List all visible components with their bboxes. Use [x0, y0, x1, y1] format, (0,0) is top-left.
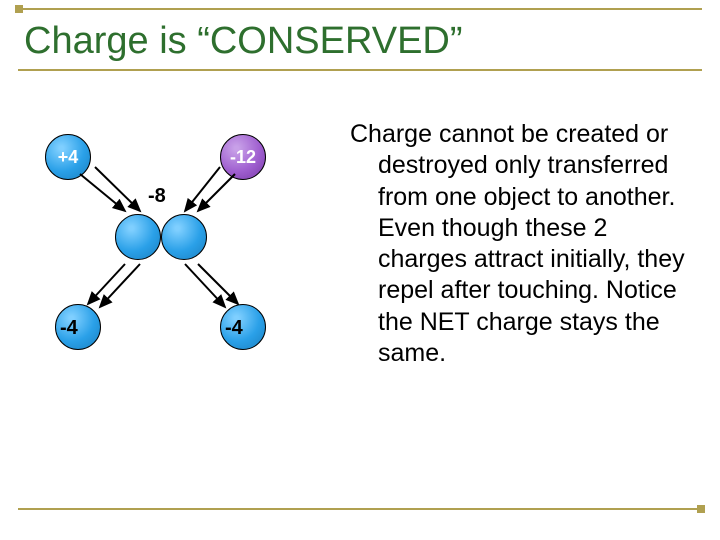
arrows-svg [20, 119, 340, 439]
title-block: Charge is “CONSERVED” [0, 0, 720, 69]
charge-diagram: +4 -12 -8 -4 -4 [20, 119, 340, 439]
accent-line-top [18, 8, 702, 10]
accent-line-under-title [18, 69, 702, 71]
ball-mid-left [115, 214, 161, 260]
mid-net-label: -8 [148, 185, 166, 208]
content-row: +4 -12 -8 -4 -4 Charge cannot be created… [0, 69, 720, 439]
bottom-right-label: -4 [225, 317, 243, 340]
body-text: Charge cannot be created or destroyed on… [350, 119, 700, 369]
accent-line-footer [18, 508, 702, 510]
page-title: Charge is “CONSERVED” [0, 10, 720, 69]
bottom-left-label: -4 [60, 317, 78, 340]
body-text-column: Charge cannot be created or destroyed on… [340, 119, 700, 439]
ball-mid-right [161, 214, 207, 260]
